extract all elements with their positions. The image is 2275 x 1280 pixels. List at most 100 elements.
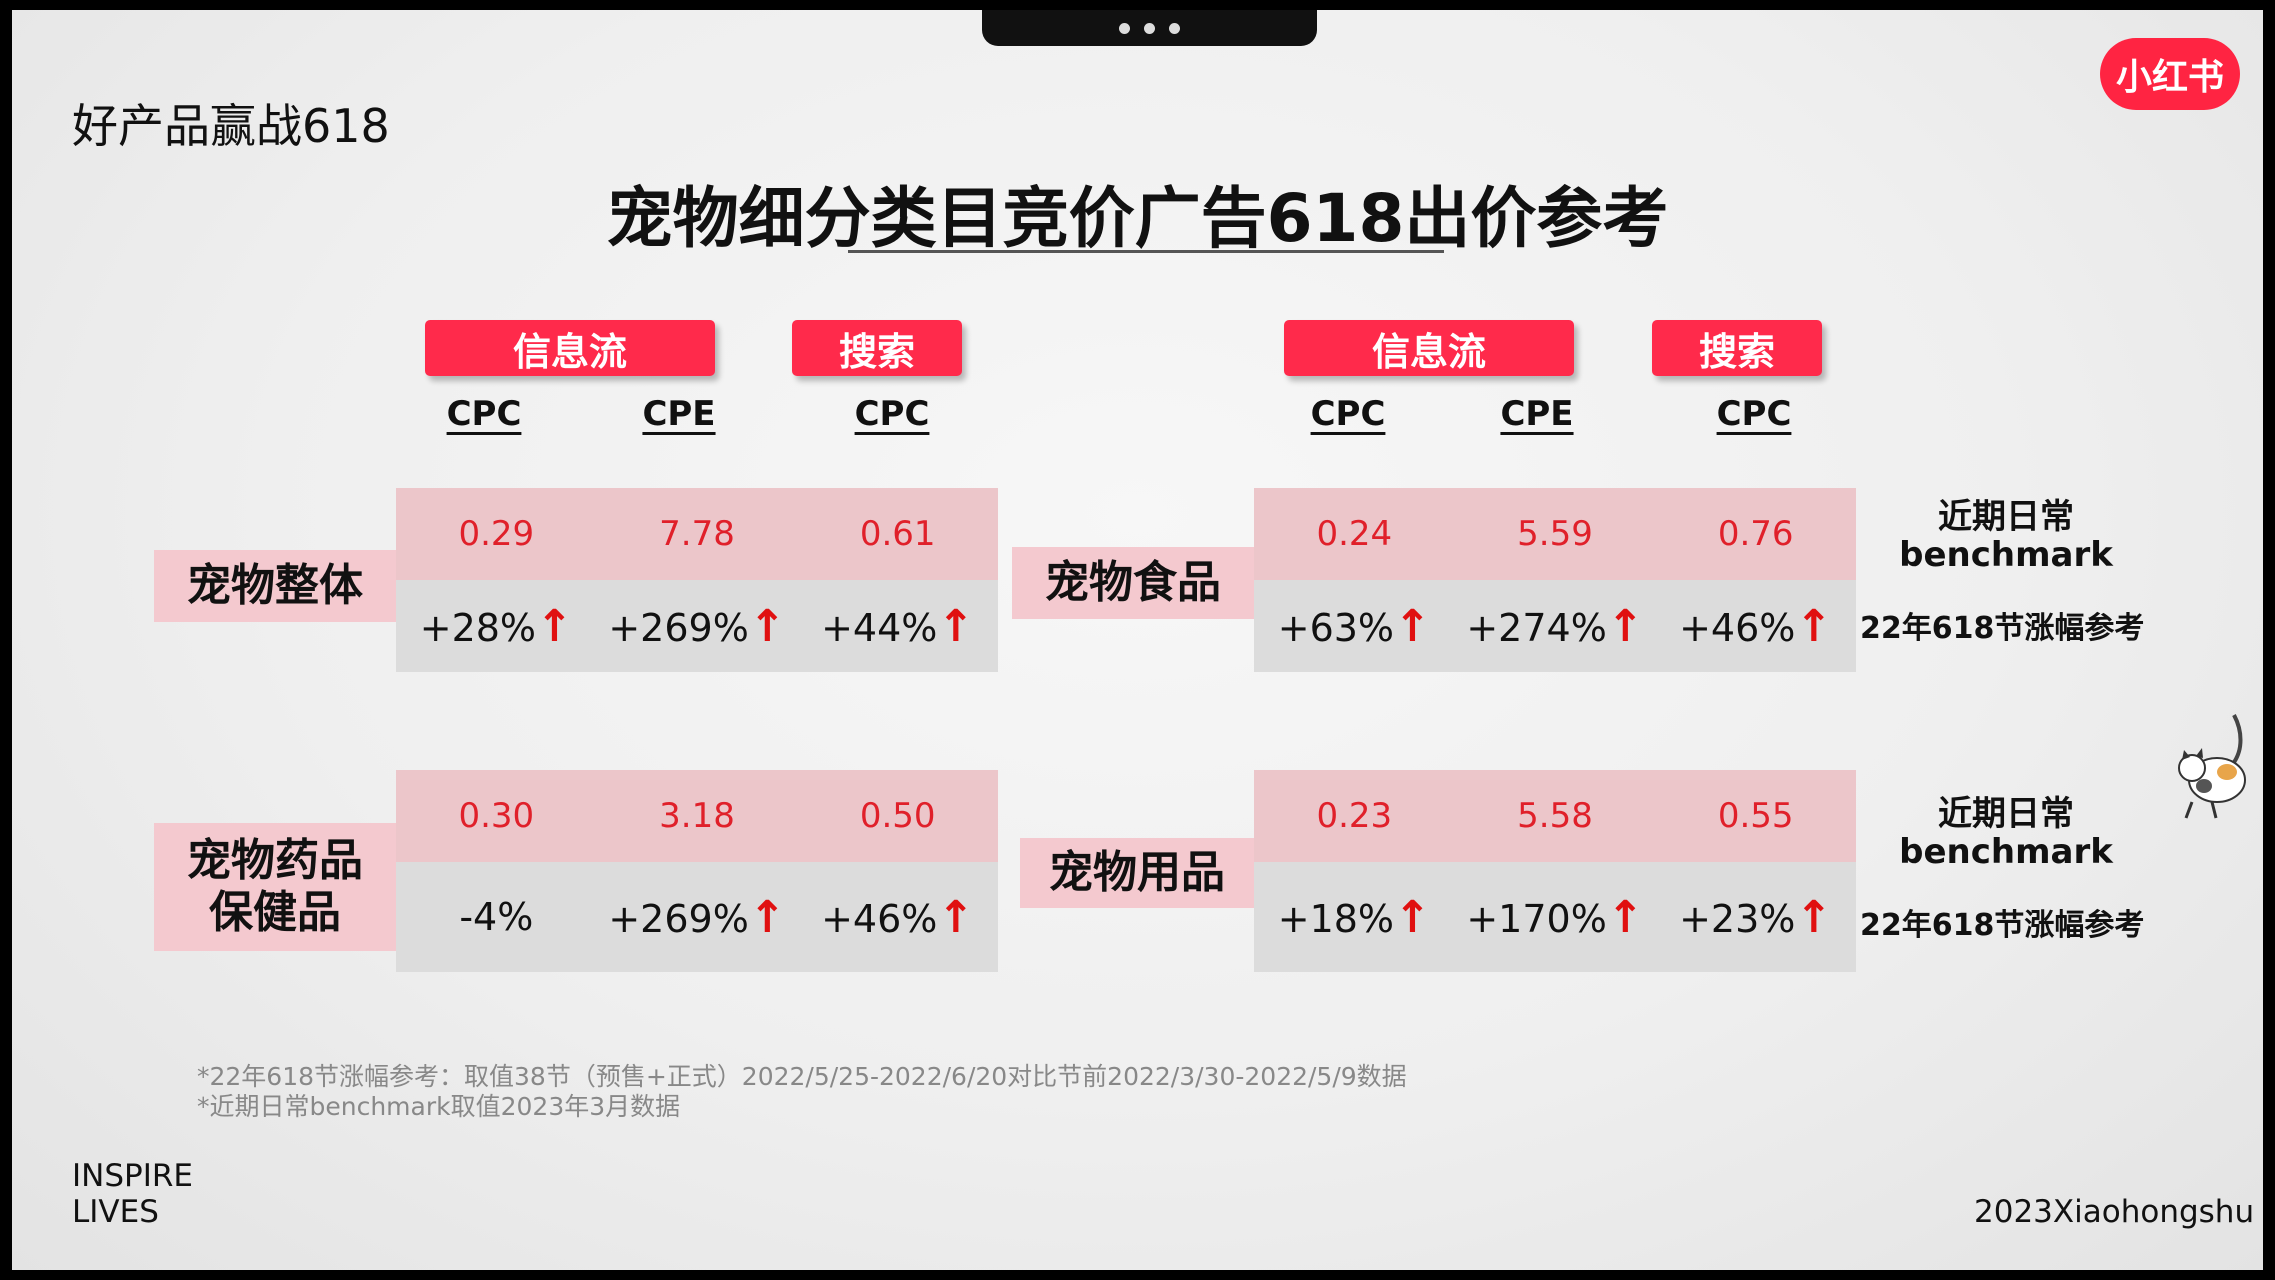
change-value: +274% [1466, 605, 1607, 650]
change-row: +18%↑ +170%↑ +23%↑ [1254, 862, 1856, 972]
change-value: +63% [1277, 605, 1395, 650]
value-cell: 5.58 [1517, 796, 1593, 836]
change-cell: +46%↑ [797, 892, 998, 943]
value-cell: 0.30 [458, 796, 535, 836]
footnote-line2: *近期日常benchmark取值2023年3月数据 [197, 1092, 681, 1121]
change-cell: +269%↑ [597, 892, 798, 943]
change-cell: -4% [396, 895, 597, 939]
category-line1: 宠物药品 [187, 835, 363, 886]
benchmark-label-line1: 近期日常 [1938, 794, 2074, 834]
category-line2: 保健品 [209, 887, 341, 938]
up-arrow-icon: ↑ [1394, 891, 1431, 943]
change-value: +18% [1277, 896, 1395, 941]
colhead-left-cpc-search: CPC [854, 394, 930, 434]
benchmark-row: 0.23 5.58 0.55 [1254, 770, 1856, 862]
up-arrow-icon: ↑ [937, 891, 975, 943]
change-cell: +28%↑ [396, 601, 597, 652]
up-arrow-icon: ↑ [1795, 600, 1833, 652]
brand-tagline: INSPIRE LIVES [72, 1158, 193, 1230]
value-cell: 0.23 [1316, 796, 1393, 836]
benchmark-label: 近期日常 benchmark [1876, 795, 2136, 871]
notch-dot [1119, 22, 1130, 34]
tag-search-right: 搜索 [1652, 320, 1822, 376]
up-arrow-icon: ↑ [748, 891, 786, 943]
change-cell: +63%↑ [1254, 601, 1455, 652]
colhead-right-cpc-feed: CPC [1310, 394, 1386, 434]
footnotes: *22年618节涨幅参考：取值38节（预售+正式）2022/5/25-2022/… [197, 1062, 1407, 1122]
up-arrow-icon: ↑ [1606, 600, 1644, 652]
value-cell: 0.29 [458, 514, 535, 554]
value-cell: 0.61 [859, 514, 936, 554]
deck-title: 好产品赢战618 [72, 99, 390, 153]
up-arrow-icon: ↑ [536, 600, 573, 652]
change-value: +170% [1466, 896, 1607, 941]
colhead-left-cpc-feed: CPC [446, 394, 522, 434]
up-arrow-icon: ↑ [1606, 891, 1644, 943]
change-cell: +44%↑ [797, 601, 998, 652]
up-arrow-icon: ↑ [937, 600, 975, 652]
change-value: -4% [459, 895, 534, 939]
table-pet-food: 0.24 5.59 0.76 +63%↑ +274%↑ +46%↑ [1254, 488, 1856, 672]
tag-feed-right: 信息流 [1284, 320, 1574, 376]
value-cell: 5.59 [1517, 514, 1593, 554]
category-pet-food: 宠物食品 [1012, 547, 1254, 619]
benchmark-label: 近期日常 benchmark [1876, 498, 2136, 574]
category-pet-medicine: 宠物药品 保健品 [154, 823, 396, 951]
up-arrow-icon: ↑ [1394, 600, 1431, 652]
reference-label: 22年618节涨幅参考 [1860, 611, 2145, 646]
change-value: +46% [1679, 605, 1796, 650]
change-cell: +274%↑ [1455, 601, 1656, 652]
value-cell: 0.24 [1316, 514, 1393, 554]
change-value: +44% [821, 605, 938, 650]
footnote-line1: *22年618节涨幅参考：取值38节（预售+正式）2022/5/25-2022/… [197, 1062, 1407, 1091]
up-arrow-icon: ↑ [748, 600, 786, 652]
change-row: +28%↑ +269%↑ +44%↑ [396, 580, 998, 672]
change-row: -4% +269%↑ +46%↑ [396, 862, 998, 972]
value-cell: 0.55 [1717, 796, 1794, 836]
table-pet-overall: 0.29 7.78 0.61 +28%↑ +269%↑ +44%↑ [396, 488, 998, 672]
cat-illustration-icon [2178, 714, 2246, 819]
tag-feed-left: 信息流 [425, 320, 715, 376]
change-cell: +23%↑ [1655, 892, 1856, 943]
tagline-line2: LIVES [72, 1194, 159, 1230]
table-pet-supplies: 0.23 5.58 0.55 +18%↑ +170%↑ +23%↑ [1254, 770, 1856, 972]
colhead-right-cpc-search: CPC [1716, 394, 1792, 434]
colhead-right-cpe-feed: CPE [1500, 394, 1574, 434]
camera-notch [982, 10, 1317, 46]
notch-dot [1169, 22, 1180, 34]
change-value: +28% [419, 605, 537, 650]
xiaohongshu-logo: 小红书 [2100, 38, 2240, 110]
change-cell: +18%↑ [1254, 892, 1455, 943]
benchmark-row: 0.30 3.18 0.50 [396, 770, 998, 862]
category-pet-overall: 宠物整体 [154, 550, 396, 622]
copyright-text: 2023Xiaohongshu [1974, 1194, 2255, 1230]
value-cell: 3.18 [659, 796, 735, 836]
change-value: +46% [821, 896, 938, 941]
main-title: 宠物细分类目竞价广告618出价参考 [606, 180, 1669, 257]
change-cell: +269%↑ [597, 601, 798, 652]
value-cell: 0.76 [1717, 514, 1794, 554]
benchmark-row: 0.29 7.78 0.61 [396, 488, 998, 580]
tag-search-left: 搜索 [792, 320, 962, 376]
tagline-line1: INSPIRE [72, 1158, 193, 1194]
up-arrow-icon: ↑ [1795, 891, 1833, 943]
reference-label: 22年618节涨幅参考 [1860, 908, 2145, 943]
category-pet-supplies: 宠物用品 [1020, 838, 1254, 908]
notch-dot [1144, 22, 1155, 34]
change-value: +269% [608, 896, 749, 941]
benchmark-label-line1: 近期日常 [1938, 497, 2074, 537]
value-cell: 0.50 [859, 796, 936, 836]
change-row: +63%↑ +274%↑ +46%↑ [1254, 580, 1856, 672]
slide: 好产品赢战618 小红书 宠物细分类目竞价广告618出价参考 信息流 搜索 CP… [12, 10, 2263, 1270]
value-cell: 7.78 [659, 514, 735, 554]
benchmark-row: 0.24 5.59 0.76 [1254, 488, 1856, 580]
table-pet-medicine: 0.30 3.18 0.50 -4% +269%↑ +46%↑ [396, 770, 998, 972]
benchmark-label-line2: benchmark [1899, 535, 2113, 575]
change-cell: +170%↑ [1455, 892, 1656, 943]
change-cell: +46%↑ [1655, 601, 1856, 652]
change-value: +23% [1679, 896, 1796, 941]
benchmark-label-line2: benchmark [1899, 832, 2113, 872]
change-value: +269% [608, 605, 749, 650]
title-underline [848, 250, 1444, 253]
colhead-left-cpe-feed: CPE [642, 394, 716, 434]
